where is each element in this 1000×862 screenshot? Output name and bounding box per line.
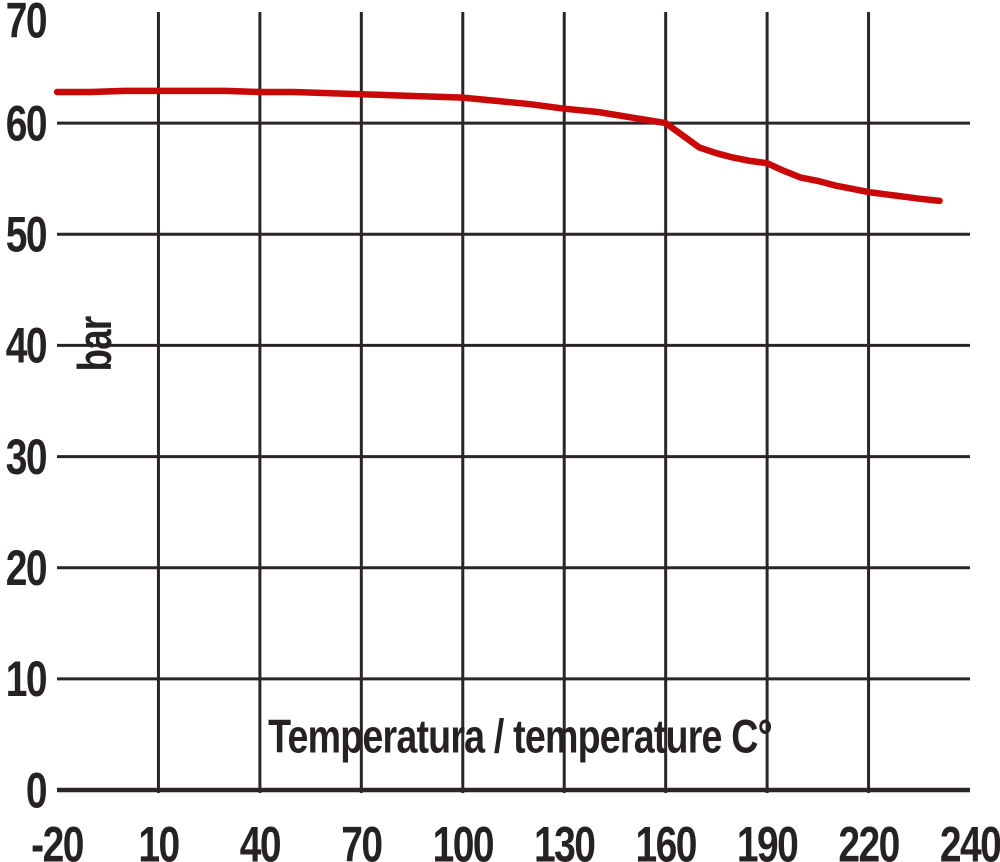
x-tick-label: 10	[138, 816, 179, 862]
grid-layer	[57, 12, 970, 793]
x-tick-label: 190	[737, 816, 798, 862]
y-tick-label: 20	[6, 539, 47, 596]
x-tick-label: 130	[534, 816, 595, 862]
x-tick-label: 40	[240, 816, 281, 862]
pressure-curve	[53, 87, 943, 205]
x-tick-label: 70	[341, 816, 382, 862]
x-tick-label: -20	[31, 816, 83, 862]
y-tick-label: 10	[6, 650, 47, 707]
x-tick-label: 240	[940, 816, 1000, 862]
y-tick-label: 50	[6, 206, 47, 263]
y-tick-label: 0	[26, 762, 47, 819]
tick-label-layer: -20 10 40 70 100 130 160 190 220 240 0 10 20 30 40 50 60…	[6, 0, 1000, 862]
curve-layer	[53, 87, 943, 205]
y-tick-label: 30	[6, 428, 47, 485]
y-tick-label: 60	[6, 95, 47, 152]
y-axis-title: bar	[69, 316, 121, 371]
y-tick-label: 70	[6, 0, 47, 48]
x-tick-label: 160	[635, 816, 696, 862]
y-tick-label: 40	[6, 317, 47, 374]
x-tick-label: 220	[838, 816, 899, 862]
x-tick-label: 100	[433, 816, 494, 862]
x-axis-title: Temperatura / temperature C°	[268, 710, 772, 763]
